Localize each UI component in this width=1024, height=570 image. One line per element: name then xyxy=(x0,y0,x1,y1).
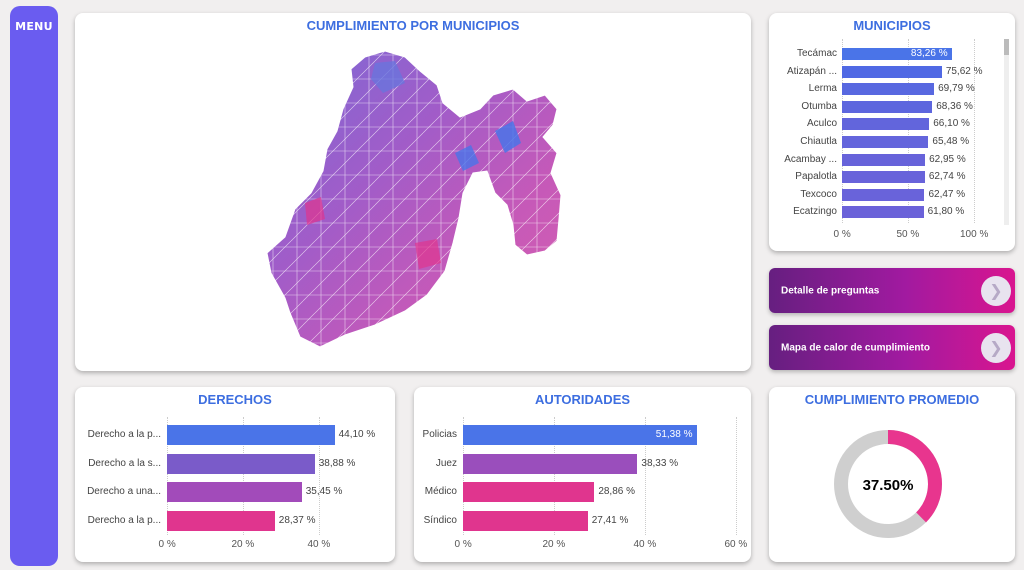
bar-value-label: 69,79 % xyxy=(938,83,975,95)
mapa-calor-button[interactable]: Mapa de calor de cumplimiento ❯ xyxy=(769,325,1015,370)
derechos-title: DERECHOS xyxy=(198,392,272,407)
mapa-calor-label: Mapa de calor de cumplimiento xyxy=(781,342,930,353)
bar-value-label: 27,41 % xyxy=(591,514,629,526)
bar-value-label: 62,74 % xyxy=(928,171,966,183)
bar-value-label: 62,47 % xyxy=(928,188,966,200)
gridline xyxy=(908,39,909,223)
bar-category-label: Derecho a una... xyxy=(87,486,161,497)
promedio-card: CUMPLIMIENTO PROMEDIO 37.50% xyxy=(769,387,1015,562)
bar[interactable] xyxy=(842,153,926,166)
axis-tick-label: 40 % xyxy=(633,539,657,550)
bar-category-label: Médico xyxy=(424,486,457,497)
axis-tick-label: 20 % xyxy=(231,539,255,550)
bar-category-label: Juez xyxy=(435,457,457,469)
bar-value-label: 51,38 % xyxy=(655,429,693,440)
axis-tick-label: 0 % xyxy=(158,539,176,550)
bar[interactable] xyxy=(842,206,924,219)
autoridades-title: AUTORIDADES xyxy=(534,392,631,407)
bar-category-label: Derecho a la s... xyxy=(88,457,161,469)
bar-category-label: Chiautla xyxy=(800,136,837,147)
gridline xyxy=(554,417,555,535)
detalle-preguntas-label: Detalle de preguntas xyxy=(781,285,880,296)
map-shape xyxy=(266,50,562,348)
map-title: CUMPLIMIENTO POR MUNICIPIOS xyxy=(306,18,520,33)
gridline xyxy=(463,417,464,535)
bar-category-label: Síndico xyxy=(423,514,457,526)
municipios-title: MUNICIPIOS xyxy=(853,18,931,33)
gridline xyxy=(842,39,843,223)
bar-category-label: Acambay ... xyxy=(784,153,837,165)
municipios-card: MUNICIPIOS 0 % 50 % 100 % Tecámac 83,26 % Ati… xyxy=(769,13,1015,251)
chevron-right-icon[interactable]: ❯ xyxy=(981,332,1011,363)
bar-category-label: Aculco xyxy=(806,118,837,130)
bar-category-label: Texcoco xyxy=(800,188,837,200)
bar-value-label: 65,48 % xyxy=(932,136,970,147)
bar-value-label: 28,86 % xyxy=(598,486,636,497)
axis-tick-label: 0 % xyxy=(454,539,472,550)
bar[interactable] xyxy=(463,482,595,502)
gridline xyxy=(167,417,168,535)
gridline xyxy=(974,39,975,223)
bar-value-label: 28,37 % xyxy=(278,514,316,526)
bar[interactable] xyxy=(463,425,697,445)
chevron-right-icon[interactable]: ❯ xyxy=(981,275,1011,306)
bar[interactable] xyxy=(463,453,638,474)
bar-value-label: 38,33 % xyxy=(641,457,679,469)
derechos-card: DERECHOS 0 % 20 % 40 % Derecho a la p... 44,… xyxy=(75,387,395,562)
axis-tick-label: 100 % xyxy=(960,229,989,240)
bar-value-label: 44,10 % xyxy=(338,429,376,440)
bar-category-label: Derecho a la p... xyxy=(87,429,161,440)
bar[interactable] xyxy=(842,136,929,148)
detalle-preguntas-button[interactable]: Detalle de preguntas ❯ xyxy=(769,268,1015,313)
autoridades-card: AUTORIDADES 0 % 20 % 40 % 60 % Policias 51,38… xyxy=(414,387,751,562)
gridline xyxy=(736,417,737,535)
gridline xyxy=(243,417,244,535)
bar-value-label: 66,10 % xyxy=(933,118,970,130)
bar[interactable] xyxy=(167,425,335,445)
bar[interactable] xyxy=(842,83,935,96)
axis-tick-label: 50 % xyxy=(896,229,920,240)
axis-tick-label: 20 % xyxy=(542,539,566,550)
bar[interactable] xyxy=(842,100,933,113)
bar-value-label: 35,45 % xyxy=(305,486,343,497)
bar-category-label: Lerma xyxy=(808,83,837,95)
menu-label: MENU xyxy=(15,20,53,33)
bar[interactable] xyxy=(167,510,275,531)
axis-tick-label: 40 % xyxy=(307,539,331,550)
map-card: CUMPLIMIENTO POR MUNICIPIOS xyxy=(75,13,751,371)
bar[interactable] xyxy=(842,48,952,60)
bar[interactable] xyxy=(167,482,302,502)
menu-button[interactable]: MENU xyxy=(10,6,58,566)
axis-tick-label: 60 % xyxy=(724,539,748,550)
bar[interactable] xyxy=(463,510,588,531)
promedio-donut: 37.50% xyxy=(834,430,942,538)
municipios-map[interactable] xyxy=(75,13,751,371)
bar-value-label: 83,26 % xyxy=(910,48,948,59)
bar-category-label: Papalotla xyxy=(795,171,837,183)
bar-category-label: Ecatzingo xyxy=(793,206,837,218)
bar-value-label: 68,36 % xyxy=(936,100,973,112)
promedio-value: 37.50% xyxy=(863,477,914,494)
bar-category-label: Derecho a la p... xyxy=(87,514,161,526)
gridline xyxy=(319,417,320,535)
bar-value-label: 38,88 % xyxy=(318,457,356,469)
bar[interactable] xyxy=(842,118,930,131)
promedio-title: CUMPLIMIENTO PROMEDIO xyxy=(804,392,980,407)
bar-value-label: 61,80 % xyxy=(927,206,965,218)
donut-value-arc xyxy=(834,430,942,538)
bar-category-label: Atizapán ... xyxy=(786,65,837,77)
axis-tick-label: 0 % xyxy=(833,229,851,240)
bar-category-label: Tecámac xyxy=(796,48,837,59)
bar-category-label: Policias xyxy=(422,429,457,440)
bar[interactable] xyxy=(842,65,942,78)
municipios-scrollbar[interactable] xyxy=(1004,39,1009,225)
bar[interactable] xyxy=(842,188,925,201)
bar[interactable] xyxy=(167,453,315,474)
bar-value-label: 75,62 % xyxy=(945,65,983,77)
bar[interactable] xyxy=(842,171,925,184)
gridline xyxy=(645,417,646,535)
bar-category-label: Otumba xyxy=(801,100,837,112)
bar-value-label: 62,95 % xyxy=(929,153,966,165)
